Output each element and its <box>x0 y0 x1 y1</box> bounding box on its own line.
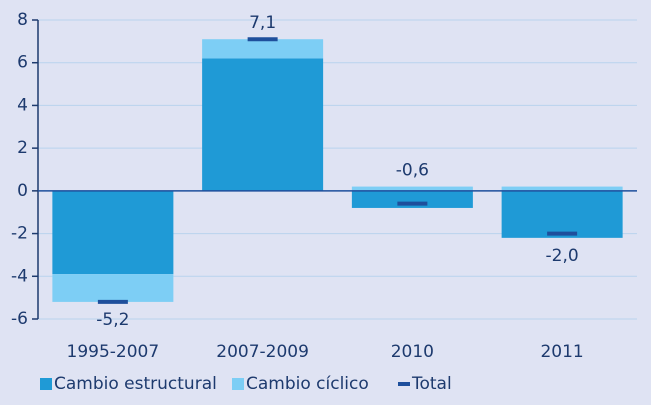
total-label: -5,2 <box>96 310 129 330</box>
bar-segment <box>501 186 623 191</box>
x-tick-label: 1995-2007 <box>67 342 160 362</box>
legend-swatch <box>398 382 410 386</box>
total-label: 7,1 <box>249 13 276 33</box>
x-tick-label: 2011 <box>540 342 583 362</box>
y-tick-label: -2 <box>11 224 28 244</box>
bar-segment <box>202 39 324 59</box>
legend-label: Cambio estructural <box>54 374 217 394</box>
legend-label: Cambio cíclico <box>246 374 369 394</box>
total-label: -0,6 <box>396 161 429 181</box>
bar-segment <box>501 190 623 238</box>
legend-swatch <box>232 378 244 390</box>
legend-label: Total <box>411 374 452 394</box>
y-tick-label: 2 <box>17 138 28 158</box>
total-label: -2,0 <box>546 246 579 266</box>
y-tick-label: 8 <box>17 10 28 30</box>
bar-segment <box>52 274 174 302</box>
y-tick-label: -4 <box>11 266 28 286</box>
bar-segment <box>351 186 473 191</box>
y-tick-label: 6 <box>17 53 28 73</box>
y-tick-label: -6 <box>11 309 28 329</box>
x-tick-label: 2010 <box>391 342 434 362</box>
bar-segment <box>202 58 324 191</box>
x-tick-label: 2007-2009 <box>216 342 309 362</box>
y-tick-label: 4 <box>17 95 28 115</box>
bar-segment <box>52 190 174 275</box>
y-tick-label: 0 <box>17 181 28 201</box>
legend-swatch <box>40 378 52 390</box>
bar-segment <box>351 190 473 208</box>
